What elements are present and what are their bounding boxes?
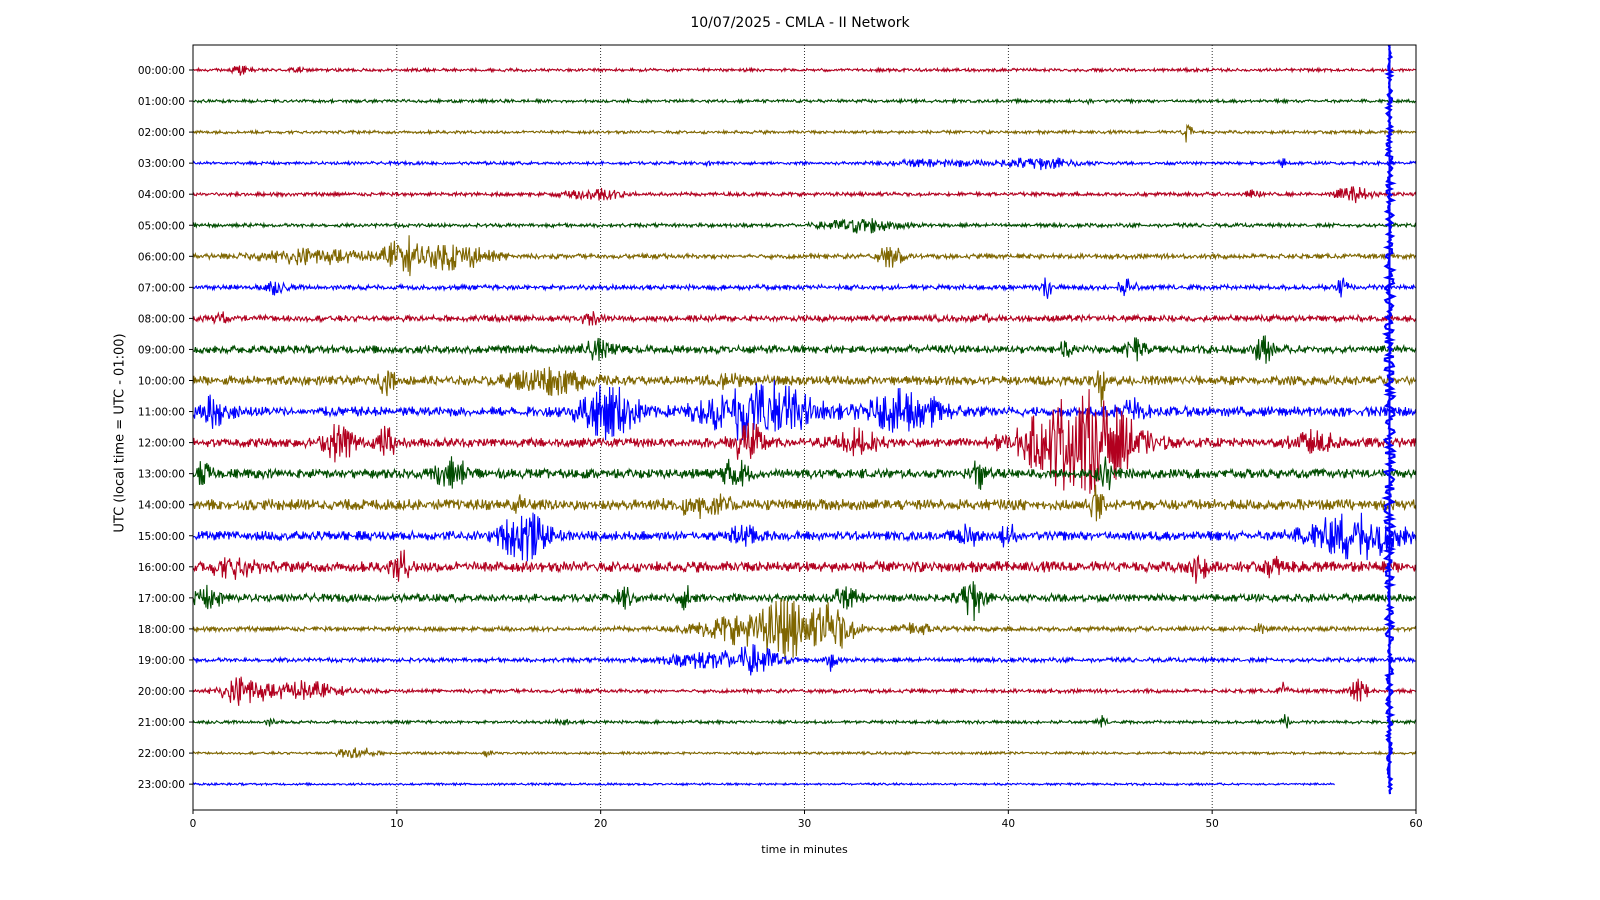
- trace-03-00-00: [193, 157, 1416, 171]
- y-tick-label: 21:00:00: [138, 717, 185, 729]
- y-tick-label: 14:00:00: [138, 500, 185, 512]
- trace-18-00-00: [193, 598, 1416, 663]
- y-tick-label: 20:00:00: [138, 686, 185, 698]
- x-tick-label-0: 0: [190, 818, 197, 830]
- trace-11-00-00: [193, 379, 1416, 441]
- trace-14-00-00: [193, 484, 1416, 522]
- trace-21-00-00: [193, 714, 1416, 729]
- y-tick-label: 08:00:00: [138, 313, 185, 325]
- trace-13-00-00: [193, 456, 1416, 491]
- y-tick-label: 17:00:00: [138, 593, 185, 605]
- y-tick-label: 04:00:00: [138, 189, 185, 201]
- trace-01-00-00: [193, 97, 1416, 106]
- y-tick-label: 05:00:00: [138, 220, 185, 232]
- y-tick-label: 03:00:00: [138, 158, 185, 170]
- trace-16-00-00: [193, 549, 1416, 584]
- y-tick-label: 12:00:00: [138, 438, 185, 450]
- y-tick-label: 01:00:00: [138, 96, 185, 108]
- trace-22-00-00: [193, 747, 1416, 759]
- y-tick-label: 13:00:00: [138, 469, 185, 481]
- trace-15-00-00: [193, 512, 1416, 562]
- chart-title: 10/07/2025 - CMLA - II Network: [690, 15, 910, 31]
- y-tick-label: 15:00:00: [138, 531, 185, 543]
- trace-08-00-00: [193, 311, 1416, 326]
- x-tick-label-20: 20: [594, 818, 607, 830]
- trace-00-00-00: [193, 64, 1416, 76]
- trace-12-00-00: [193, 389, 1416, 494]
- trace-19-00-00: [193, 644, 1416, 676]
- y-tick-label: 23:00:00: [138, 779, 185, 791]
- y-tick-label: 22:00:00: [138, 748, 185, 760]
- trace-02-00-00: [193, 123, 1416, 143]
- trace-06-00-00: [193, 235, 1416, 277]
- traces: [193, 45, 1416, 795]
- y-tick-label: 18:00:00: [138, 624, 185, 636]
- x-axis-label: time in minutes: [761, 843, 848, 856]
- y-tick-label: 02:00:00: [138, 127, 185, 139]
- trace-20-00-00: [193, 676, 1416, 706]
- trace-07-00-00: [193, 277, 1416, 299]
- x-tick-label-60: 60: [1409, 818, 1422, 830]
- trace-05-00-00: [193, 218, 1416, 234]
- ticks: 0 10 20 30 40 50 60 00:00:00 01:00:00 02:00:00 03:…: [138, 65, 1423, 830]
- trace-10-00-00: [193, 366, 1416, 408]
- x-tick-label-40: 40: [1002, 818, 1015, 830]
- y-tick-label: 09:00:00: [138, 344, 185, 356]
- x-tick-label-50: 50: [1205, 818, 1218, 830]
- y-tick-label: 07:00:00: [138, 282, 185, 294]
- plot-frame: [192, 44, 1417, 811]
- trace-23-00-00: [193, 781, 1335, 787]
- trace-04-00-00: [193, 186, 1416, 204]
- y-tick-label: 00:00:00: [138, 65, 185, 77]
- y-tick-label: 06:00:00: [138, 251, 185, 263]
- trace-17-00-00: [193, 581, 1416, 622]
- y-tick-label: 19:00:00: [138, 655, 185, 667]
- trace-09-00-00: [193, 335, 1416, 364]
- y-tick-label: 16:00:00: [138, 562, 185, 574]
- y-tick-label: 10:00:00: [138, 376, 185, 388]
- x-tick-label-10: 10: [390, 818, 403, 830]
- y-tick-label: 11:00:00: [138, 407, 185, 419]
- x-tick-label-30: 30: [798, 818, 811, 830]
